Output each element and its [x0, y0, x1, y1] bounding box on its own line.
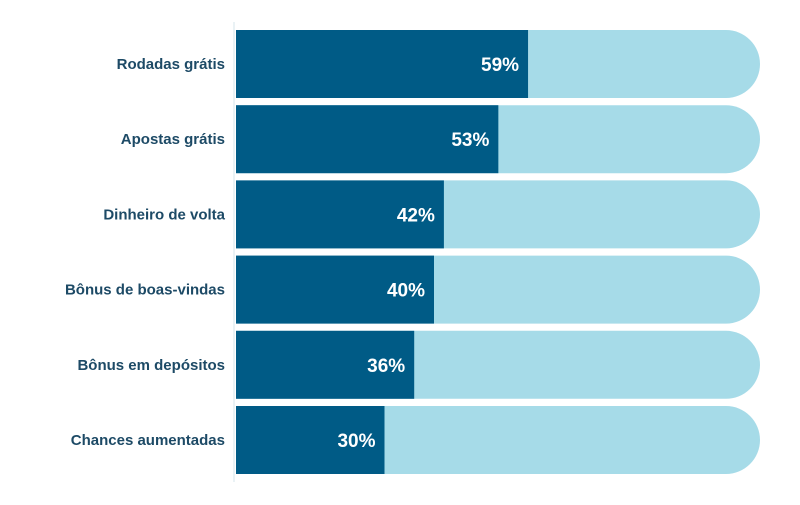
- bar-row: Apostas grátis 53%: [121, 105, 760, 174]
- bar: [236, 105, 499, 174]
- bar: [236, 180, 444, 249]
- category-label: Bônus em depósitos: [77, 357, 225, 374]
- category-label: Apostas grátis: [121, 131, 225, 148]
- bar-row: Rodadas grátis 59%: [117, 30, 760, 98]
- category-label: Chances aumentadas: [71, 432, 225, 449]
- category-label: Rodadas grátis: [117, 56, 225, 73]
- value-label: 40%: [387, 281, 425, 302]
- value-label: 59%: [481, 55, 519, 76]
- bar-row: Chances aumentadas 30%: [71, 406, 760, 474]
- bar-row: Bônus em depósitos 36%: [77, 330, 760, 399]
- value-label: 36%: [367, 356, 405, 377]
- category-label: Dinheiro de volta: [103, 206, 225, 223]
- value-label: 30%: [337, 431, 375, 452]
- bar: [236, 30, 529, 98]
- bar-row: Bônus de boas-vindas 40%: [65, 255, 760, 324]
- value-label: 42%: [397, 205, 435, 226]
- bar: [236, 406, 385, 474]
- category-label: Bônus de boas-vindas: [65, 282, 225, 299]
- value-label: 53%: [451, 130, 489, 151]
- bar: [236, 255, 434, 324]
- bar-row: Dinheiro de volta 42%: [103, 180, 760, 249]
- bar: [236, 330, 415, 399]
